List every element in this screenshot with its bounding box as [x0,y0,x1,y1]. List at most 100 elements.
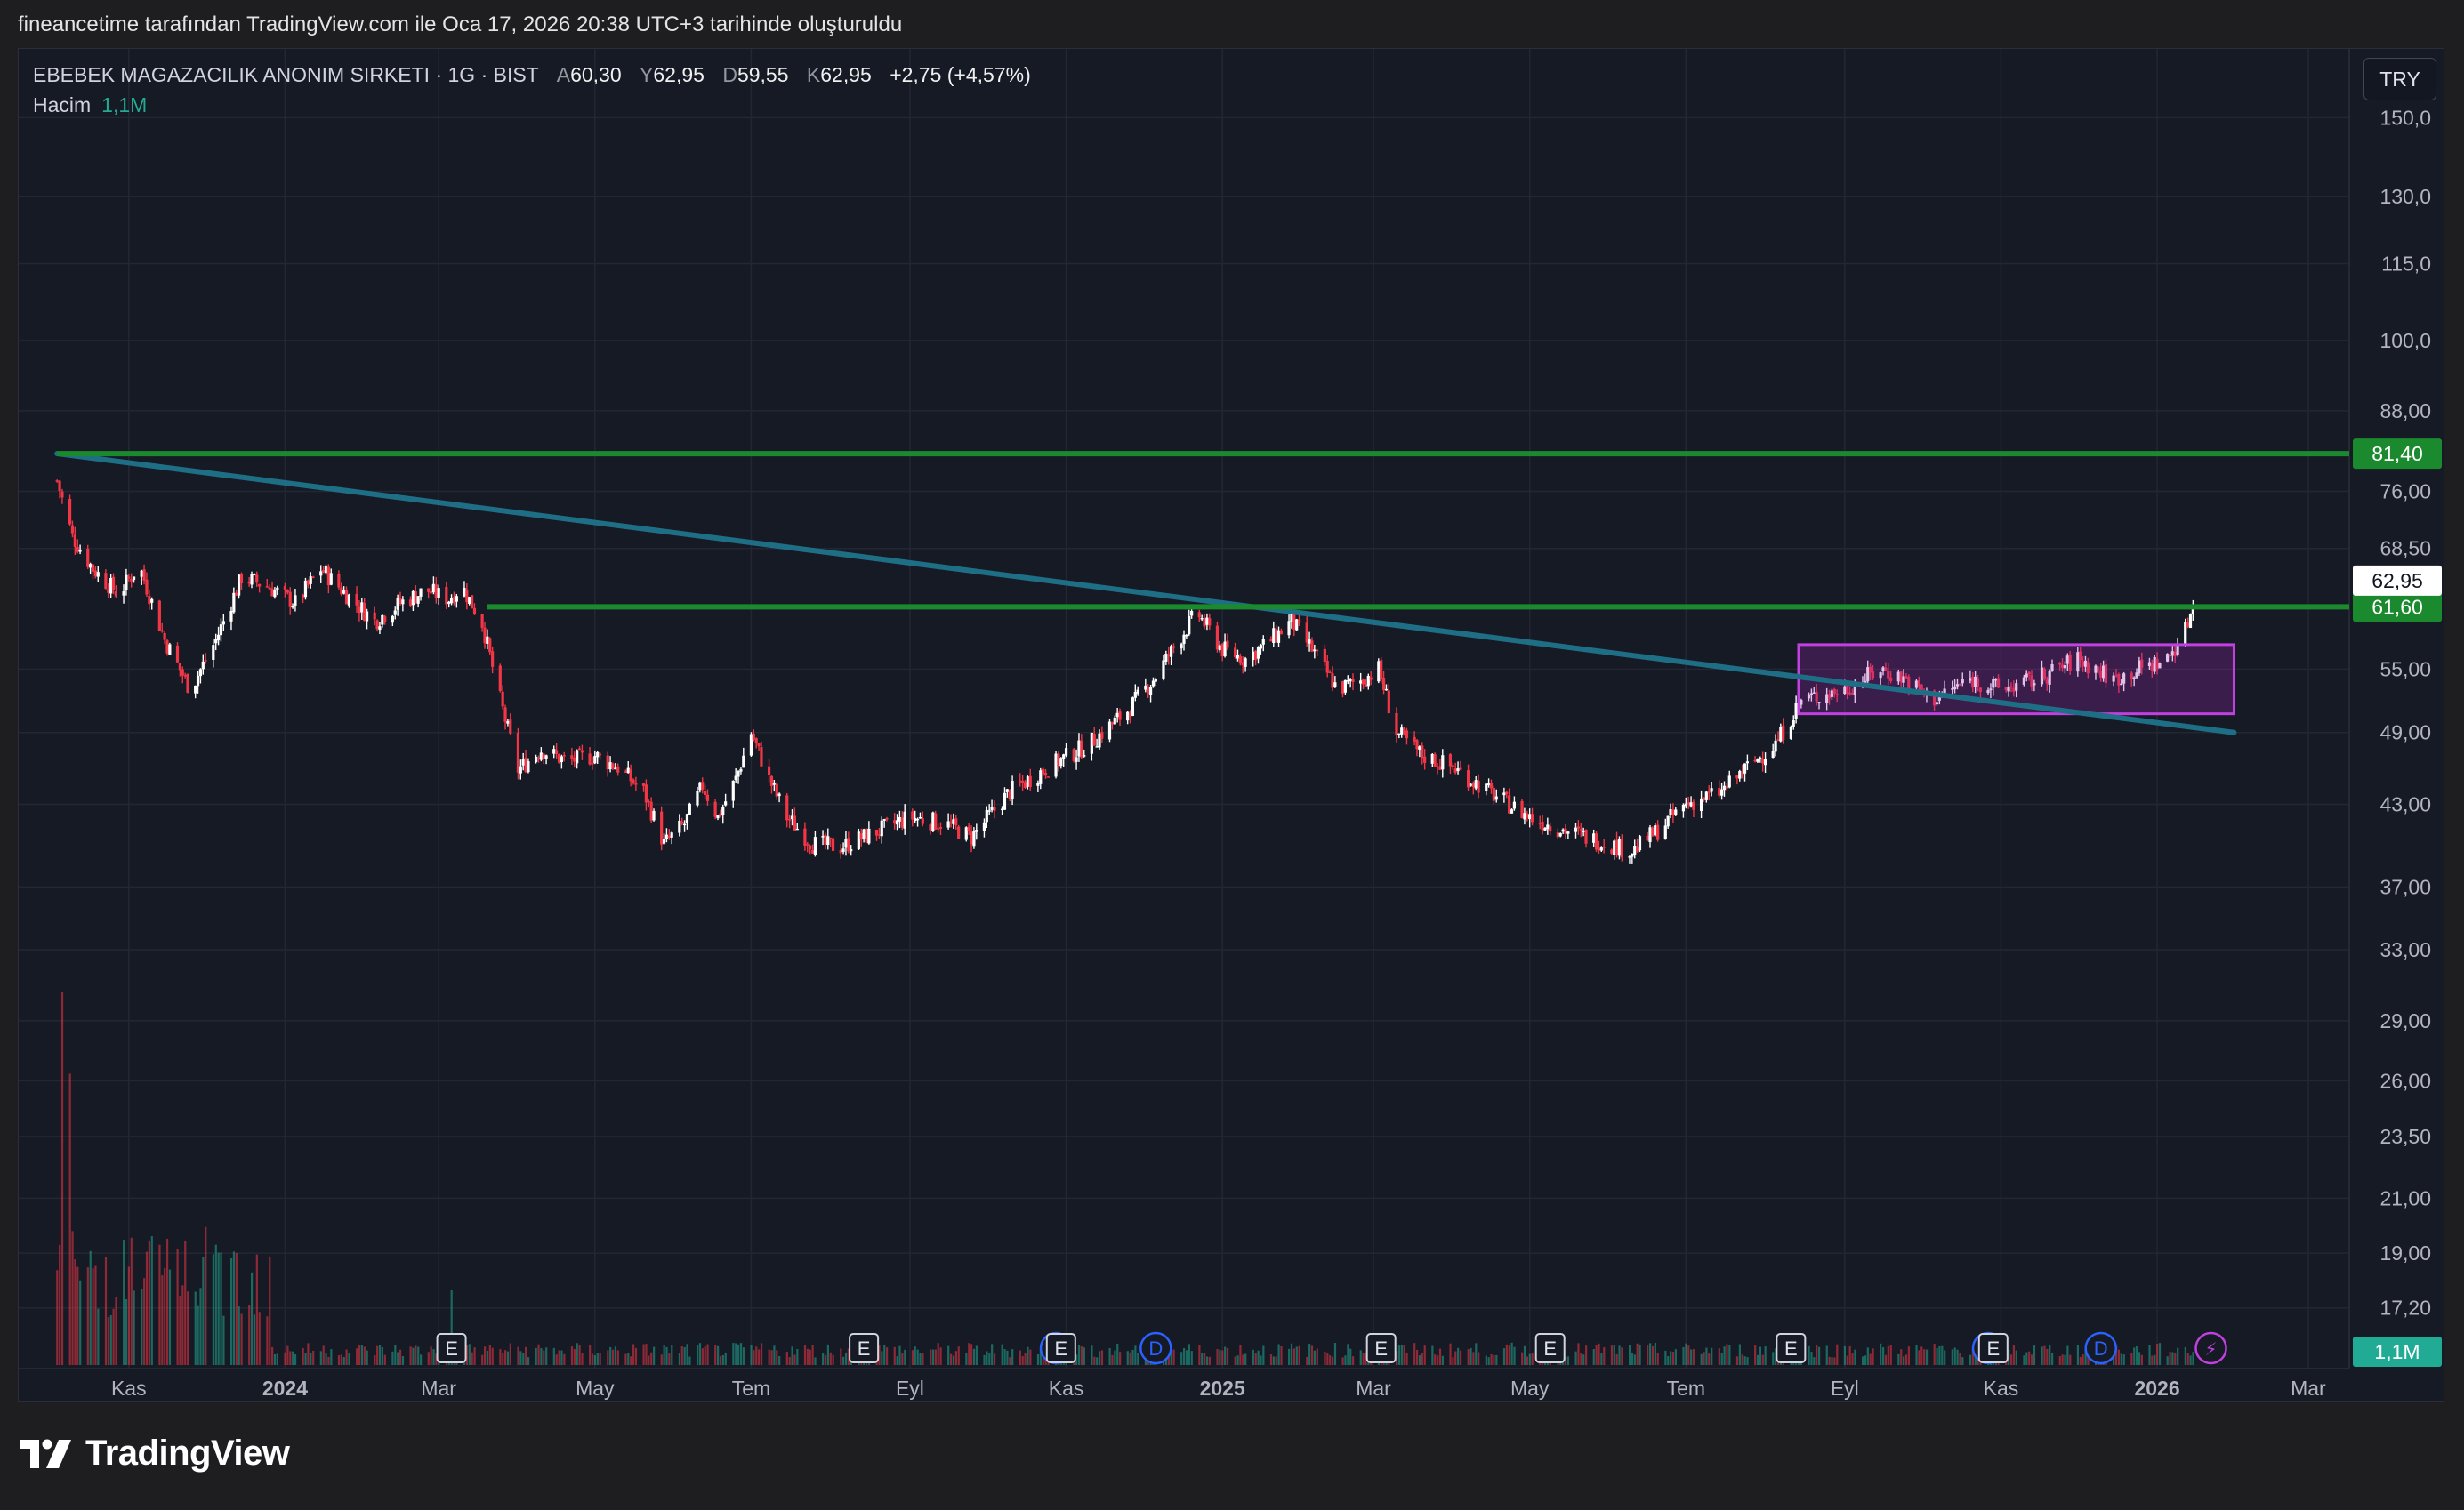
earnings-event-icon[interactable] [1977,1333,2009,1363]
volume-bar [1505,1344,1508,1365]
dividend-event-icon[interactable] [2084,1331,2117,1365]
volume-bar [642,1344,645,1365]
volume-bar [258,1312,261,1365]
candle-body [365,611,369,622]
price-chart[interactable]: 150,0 130,0 115,0 100,0 88,00 76,00 68,50 55,00… [19,49,2444,1402]
earnings-event-icon[interactable] [849,1333,880,1363]
chart-panel[interactable]: 150,0 130,0 115,0 100,0 88,00 76,00 68,50 55,00… [18,48,2444,1402]
volume-bar [1843,1345,1847,1365]
volume-bar [471,1352,473,1365]
candle-body [486,636,489,644]
flash-event-icon[interactable] [2194,1331,2227,1365]
volume-bar [127,1266,131,1365]
tradingview-logo[interactable]: TradingView [20,1434,290,1474]
candle-body [1110,722,1114,725]
candle-body [1502,792,1506,796]
volume-bar [611,1349,615,1365]
earnings-event-icon[interactable] [1365,1333,1397,1363]
candle-body [2140,659,2144,668]
candle-body [931,812,935,831]
candle-body [1556,832,1559,838]
earnings-event-icon[interactable] [1534,1333,1566,1363]
volume-bar [1743,1356,1746,1365]
candle-body [1610,849,1614,854]
earnings-event-icon[interactable] [1045,1333,1076,1363]
volume-bar [2064,1354,2066,1365]
candle-body [705,794,710,801]
volume-bar [1475,1343,1478,1365]
candle-body [434,584,438,598]
candle-body [831,838,835,851]
candle-body [1292,614,1296,630]
change-value: +2,75 (+4,57%) [890,63,1031,86]
volume-bar [2140,1354,2143,1365]
candle-body [1451,765,1454,767]
candle-body [326,566,330,586]
volume-bar [686,1344,688,1365]
candle-body [1441,755,1445,770]
candle-body [258,583,262,587]
volume-bar [2158,1343,2162,1365]
volume-bar [627,1353,630,1365]
candle-body [946,821,950,828]
currency-button[interactable]: TRY [2363,58,2436,100]
candle-body [1579,829,1582,831]
volume-bar [1470,1347,1472,1365]
volume-bar [1198,1345,1201,1365]
candle-body [536,758,541,759]
earnings-event-icon[interactable] [436,1333,467,1363]
volume-bar [1754,1345,1757,1365]
candle-body [1238,655,1242,664]
volume-bar [360,1345,364,1365]
candle-body [1687,802,1690,806]
candle-body [311,576,315,578]
candle-body [1576,826,1580,829]
volume-bar [363,1346,366,1365]
candle-body [375,620,379,630]
volume-bar [176,1249,179,1365]
volume-bar [883,1345,886,1365]
volume-bar [1580,1353,1582,1365]
candle-body [1543,828,1547,831]
volume-bar [2082,1354,2084,1365]
dividend-event-icon[interactable] [1139,1331,1172,1365]
time-tick-label: 2024 [262,1377,308,1400]
volume-bar [499,1349,502,1365]
trendline[interactable] [54,451,2237,735]
candle-body [539,752,543,760]
candle-body [1718,788,1721,796]
volume-bar [481,1354,484,1365]
candle-body [1369,677,1373,680]
volume-bar [1610,1345,1614,1365]
volume-bar [432,1349,435,1365]
candle-body [1487,783,1491,786]
volume-bar [319,1351,322,1365]
candle-body [1203,618,1206,627]
candle-body [724,801,728,806]
last-price-label: 62,95 [2371,569,2423,592]
candle-body [1753,759,1757,762]
earnings-event-icon[interactable] [1776,1333,1807,1363]
candle-body [2025,673,2028,678]
candle-body [616,766,620,773]
volume-bar [578,1345,581,1365]
volume-bar [366,1350,368,1365]
volume-bar [570,1346,574,1365]
volume-tag [2353,1337,2442,1367]
volume-bar [1728,1345,1731,1365]
volume-bar [1126,1351,1129,1365]
volume-bar [1277,1344,1280,1365]
candle-body [1489,783,1494,789]
candle-body [1955,684,1960,687]
candle-body [1850,693,1855,695]
volume-bar [1816,1345,1818,1365]
volume-bar [1904,1354,1908,1365]
volume-bar [1764,1346,1767,1365]
candle-body [455,596,458,602]
volume-bar [286,1345,289,1365]
candle-body [1313,649,1317,652]
volume-bar [1961,1357,1964,1365]
volume-bar [2122,1354,2125,1365]
volume-bar [773,1345,776,1365]
candle-body [1779,727,1783,742]
